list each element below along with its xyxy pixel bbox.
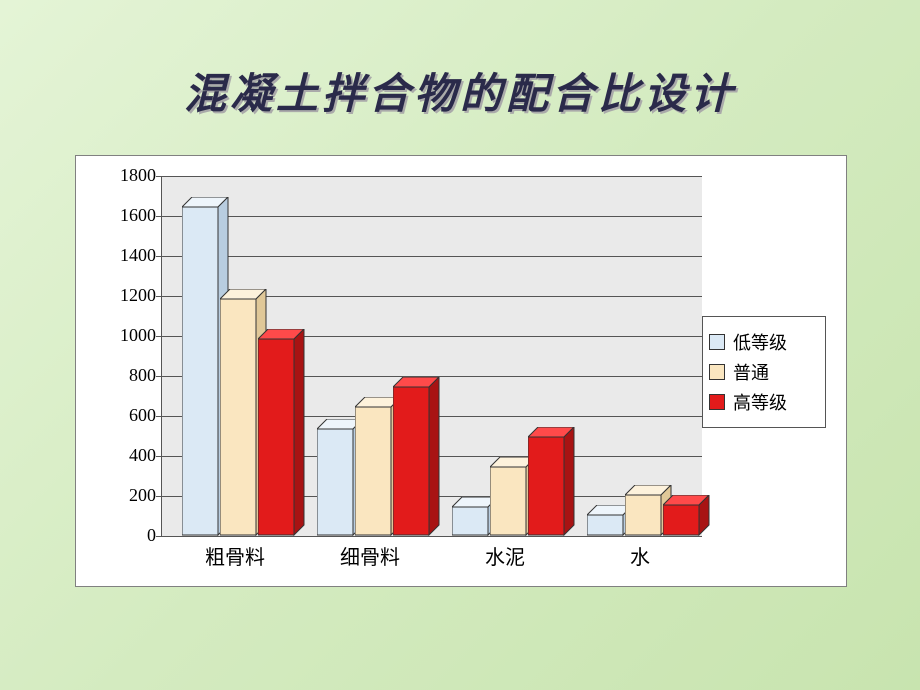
- y-tick: [156, 536, 162, 537]
- grid-line: [162, 216, 702, 217]
- y-axis-label: 1400: [106, 245, 156, 266]
- y-tick: [156, 376, 162, 377]
- x-axis-label: 水泥: [445, 541, 565, 570]
- bar: [258, 330, 304, 536]
- y-tick: [156, 456, 162, 457]
- bar: [393, 378, 439, 536]
- y-tick: [156, 336, 162, 337]
- y-axis-label: 800: [106, 365, 156, 386]
- x-axis-label: 粗骨料: [175, 541, 295, 570]
- legend-row: 低等级: [709, 329, 819, 355]
- y-axis-label: 1200: [106, 285, 156, 306]
- bar: [663, 496, 709, 536]
- y-tick: [156, 416, 162, 417]
- bar-3d-svg: [393, 377, 440, 536]
- y-axis-label: 1800: [106, 165, 156, 186]
- bar-3d-svg: [663, 495, 710, 536]
- x-axis-label: 水: [580, 541, 700, 570]
- bar-3d-svg: [528, 427, 575, 536]
- grid-line: [162, 176, 702, 177]
- legend-row: 普通: [709, 359, 819, 385]
- title-text: 混凝土拌合物的配合比设计: [184, 72, 736, 118]
- chart-legend: 低等级 普通 高等级: [702, 316, 826, 428]
- legend-swatch-mid: [709, 364, 725, 380]
- y-tick: [156, 216, 162, 217]
- slide-title: 混凝土拌合物的配合比设计 混凝土拌合物的配合比设计: [0, 60, 920, 121]
- chart-plot-area: [161, 176, 702, 537]
- y-tick: [156, 296, 162, 297]
- legend-swatch-high: [709, 394, 725, 410]
- y-tick: [156, 256, 162, 257]
- y-tick: [156, 176, 162, 177]
- y-axis-label: 1000: [106, 325, 156, 346]
- bar-3d-svg: [258, 329, 305, 536]
- y-axis-label: 600: [106, 405, 156, 426]
- bar: [528, 428, 574, 536]
- y-axis-label: 400: [106, 445, 156, 466]
- y-axis-label: 200: [106, 485, 156, 506]
- legend-row: 高等级: [709, 389, 819, 415]
- chart-container: 0 200 400 600 800 1000 1200 1400 1600 1800 粗骨料细骨料…: [75, 155, 847, 587]
- slide: 混凝土拌合物的配合比设计 混凝土拌合物的配合比设计 0 200 400 600 800 1…: [0, 0, 920, 690]
- x-axis-label: 细骨料: [310, 541, 430, 570]
- legend-label: 普通: [733, 359, 769, 385]
- y-tick: [156, 496, 162, 497]
- y-axis-label: 1600: [106, 205, 156, 226]
- legend-label: 高等级: [733, 389, 787, 415]
- legend-swatch-low: [709, 334, 725, 350]
- grid-line: [162, 256, 702, 257]
- legend-label: 低等级: [733, 329, 787, 355]
- y-axis-label: 0: [106, 525, 156, 546]
